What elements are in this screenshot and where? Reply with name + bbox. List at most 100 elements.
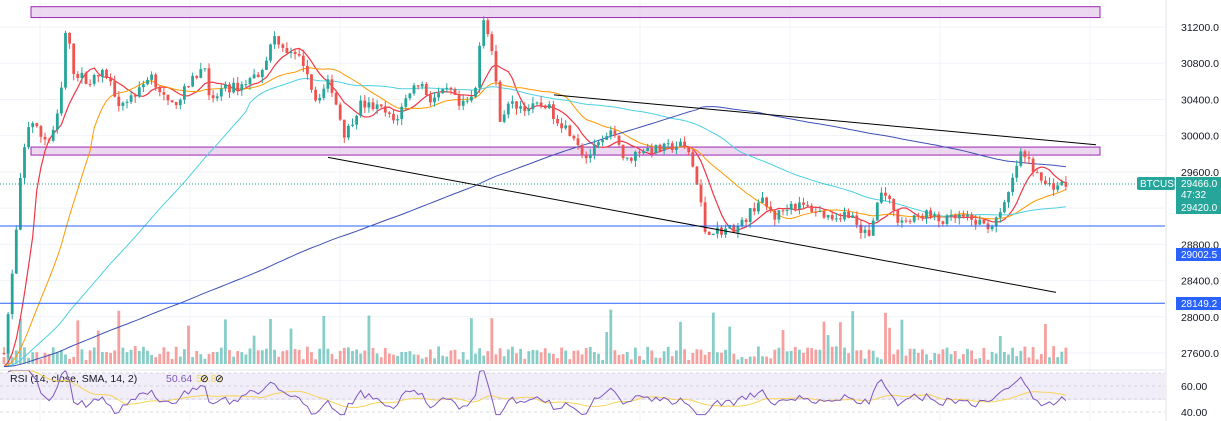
candle-body[interactable] bbox=[814, 211, 818, 213]
candle-body[interactable] bbox=[43, 136, 47, 140]
candle-body[interactable] bbox=[642, 151, 645, 154]
candle-body[interactable] bbox=[408, 93, 412, 99]
candle-body[interactable] bbox=[318, 97, 322, 101]
candle-body[interactable] bbox=[945, 215, 949, 224]
candle-body[interactable] bbox=[166, 94, 170, 101]
candlesticks[interactable] bbox=[2, 16, 1068, 359]
candle-body[interactable] bbox=[654, 144, 658, 154]
candle-body[interactable] bbox=[121, 102, 125, 107]
candle-body[interactable] bbox=[502, 114, 506, 122]
candle-body[interactable] bbox=[597, 142, 600, 146]
candle-body[interactable] bbox=[785, 209, 789, 211]
candle-body[interactable] bbox=[793, 203, 797, 209]
candle-body[interactable] bbox=[826, 215, 830, 218]
candle-body[interactable] bbox=[14, 229, 18, 274]
candle-body[interactable] bbox=[470, 96, 473, 101]
candle-body[interactable] bbox=[588, 154, 592, 159]
candle-body[interactable] bbox=[35, 123, 39, 127]
candle-body[interactable] bbox=[711, 233, 715, 235]
candle-body[interactable] bbox=[736, 225, 740, 233]
candle-body[interactable] bbox=[306, 65, 309, 75]
candle-body[interactable] bbox=[183, 86, 186, 100]
candle-body[interactable] bbox=[133, 95, 137, 97]
candle-body[interactable] bbox=[355, 115, 358, 125]
candle-body[interactable] bbox=[757, 202, 760, 212]
candle-body[interactable] bbox=[342, 119, 346, 138]
candle-body[interactable] bbox=[798, 202, 801, 209]
candle-body[interactable] bbox=[843, 211, 846, 220]
candle-body[interactable] bbox=[777, 210, 781, 220]
candle-body[interactable] bbox=[453, 89, 457, 95]
candle-body[interactable] bbox=[511, 101, 514, 104]
candle-body[interactable] bbox=[154, 74, 158, 88]
candle-body[interactable] bbox=[277, 36, 281, 45]
candle-body[interactable] bbox=[84, 72, 88, 84]
candle-body[interactable] bbox=[125, 101, 129, 103]
candle-body[interactable] bbox=[388, 112, 391, 114]
candle-body[interactable] bbox=[195, 75, 199, 78]
candle-body[interactable] bbox=[265, 60, 268, 70]
candle-body[interactable] bbox=[187, 86, 190, 88]
candle-body[interactable] bbox=[490, 34, 494, 52]
candle-body[interactable] bbox=[748, 208, 752, 223]
candle-body[interactable] bbox=[515, 101, 518, 109]
candle-body[interactable] bbox=[1052, 183, 1055, 190]
candle-body[interactable] bbox=[498, 81, 502, 122]
candle-body[interactable] bbox=[863, 229, 867, 233]
candle-body[interactable] bbox=[572, 135, 576, 139]
candle-body[interactable] bbox=[892, 198, 896, 211]
candle-body[interactable] bbox=[908, 220, 912, 222]
candle-body[interactable] bbox=[531, 103, 535, 110]
candle-body[interactable] bbox=[96, 74, 100, 77]
candle-body[interactable] bbox=[859, 224, 863, 233]
candle-body[interactable] bbox=[810, 205, 814, 212]
candle-body[interactable] bbox=[236, 82, 240, 91]
candle-body[interactable] bbox=[445, 87, 449, 89]
candle-body[interactable] bbox=[998, 212, 1002, 218]
candle-body[interactable] bbox=[101, 69, 104, 77]
candle-body[interactable] bbox=[847, 211, 850, 218]
candle-body[interactable] bbox=[47, 139, 51, 141]
candle-body[interactable] bbox=[461, 100, 465, 106]
candle-body[interactable] bbox=[970, 214, 973, 220]
candle-body[interactable] bbox=[666, 143, 670, 145]
candle-body[interactable] bbox=[285, 47, 289, 54]
candle-body[interactable] bbox=[966, 214, 969, 217]
candle-body[interactable] bbox=[875, 202, 879, 221]
candle-body[interactable] bbox=[449, 87, 453, 90]
candle-body[interactable] bbox=[638, 151, 641, 154]
candle-body[interactable] bbox=[465, 100, 469, 102]
candle-body[interactable] bbox=[162, 92, 166, 95]
candle-body[interactable] bbox=[1003, 202, 1006, 213]
candle-body[interactable] bbox=[576, 138, 580, 146]
candle-body[interactable] bbox=[314, 89, 317, 101]
candle-body[interactable] bbox=[580, 145, 584, 155]
candle-body[interactable] bbox=[1019, 151, 1023, 166]
candle-body[interactable] bbox=[150, 74, 153, 80]
candle-body[interactable] bbox=[429, 94, 432, 103]
candle-body[interactable] bbox=[367, 102, 371, 108]
candle-body[interactable] bbox=[962, 214, 965, 217]
candle-body[interactable] bbox=[552, 104, 555, 119]
candle-body[interactable] bbox=[925, 210, 928, 218]
candle-body[interactable] bbox=[957, 214, 961, 219]
trendline[interactable] bbox=[327, 156, 1057, 293]
candle-body[interactable] bbox=[330, 79, 334, 93]
candle-body[interactable] bbox=[478, 45, 481, 88]
candle-body[interactable] bbox=[310, 74, 313, 90]
candle-body[interactable] bbox=[146, 79, 149, 85]
candle-body[interactable] bbox=[174, 102, 178, 106]
candle-body[interactable] bbox=[113, 81, 117, 97]
candle-body[interactable] bbox=[27, 127, 30, 148]
candle-body[interactable] bbox=[900, 220, 904, 223]
candle-body[interactable] bbox=[994, 217, 998, 227]
candle-body[interactable] bbox=[884, 192, 887, 196]
candle-body[interactable] bbox=[424, 83, 428, 95]
candle-body[interactable] bbox=[383, 106, 387, 113]
candle-body[interactable] bbox=[547, 104, 551, 109]
candle-body[interactable] bbox=[92, 74, 96, 84]
candle-body[interactable] bbox=[564, 125, 568, 129]
candle-body[interactable] bbox=[224, 84, 227, 89]
candle-body[interactable] bbox=[1015, 165, 1019, 178]
